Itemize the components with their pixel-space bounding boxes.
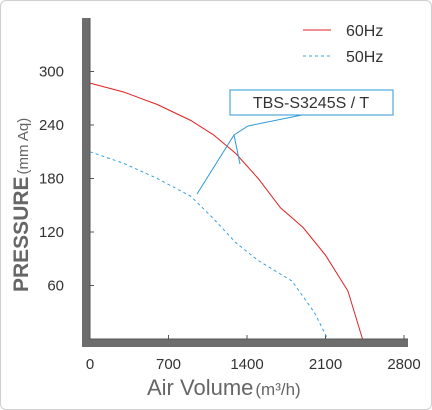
- legend-label-50hz: 50Hz: [346, 49, 383, 66]
- y-ticks: 60 120 180 240 300: [39, 64, 94, 295]
- x-tick-label: 700: [156, 356, 181, 373]
- x-tick-label: 0: [86, 356, 94, 373]
- callout-leader-60hz: [233, 134, 241, 165]
- model-callout: TBS-S3245S / T: [196, 89, 394, 195]
- x-axis-title-label: Air Volume: [147, 375, 253, 400]
- y-tick-label: 60: [47, 278, 64, 295]
- x-ticks: 0 700 1400 2100 2800: [86, 335, 421, 373]
- y-axis-title-label: PRESSURE: [10, 176, 33, 292]
- axis-shadow: [82, 18, 408, 347]
- x-axis-title: Air Volume (m³/h): [147, 375, 301, 400]
- model-callout-label: TBS-S3245S / T: [253, 95, 369, 112]
- svg-text:Air Volume(m³/h): Air Volume (m³/h): [147, 375, 301, 400]
- series-layer: [89, 82, 363, 340]
- x-axis-title-unit: (m³/h): [255, 380, 300, 399]
- legend: 60Hz 50Hz: [303, 23, 383, 66]
- y-axis-title: PRESSURE(mm Aq): [10, 118, 33, 292]
- x-tick-label: 2100: [309, 356, 342, 373]
- x-tick-label: 1400: [230, 356, 263, 373]
- y-axis-title-unit: (mm Aq): [15, 118, 32, 175]
- y-tick-label: 180: [39, 171, 64, 188]
- y-tick-label: 300: [39, 64, 64, 81]
- legend-label-60hz: 60Hz: [346, 23, 383, 40]
- x-tick-label: 2800: [387, 356, 420, 373]
- x-axis-shadow: [82, 339, 408, 347]
- y-axis-shadow: [82, 18, 90, 339]
- y-tick-label: 120: [39, 224, 64, 241]
- y-tick-label: 240: [39, 117, 64, 134]
- svg-text:PRESSURE(mm Aq): PRESSURE(mm Aq): [10, 118, 33, 292]
- series-line-60hz: [89, 82, 363, 340]
- model-callout-box: [229, 89, 394, 116]
- callout-leader-50hz: [196, 114, 303, 195]
- series-line-50hz: [89, 151, 329, 340]
